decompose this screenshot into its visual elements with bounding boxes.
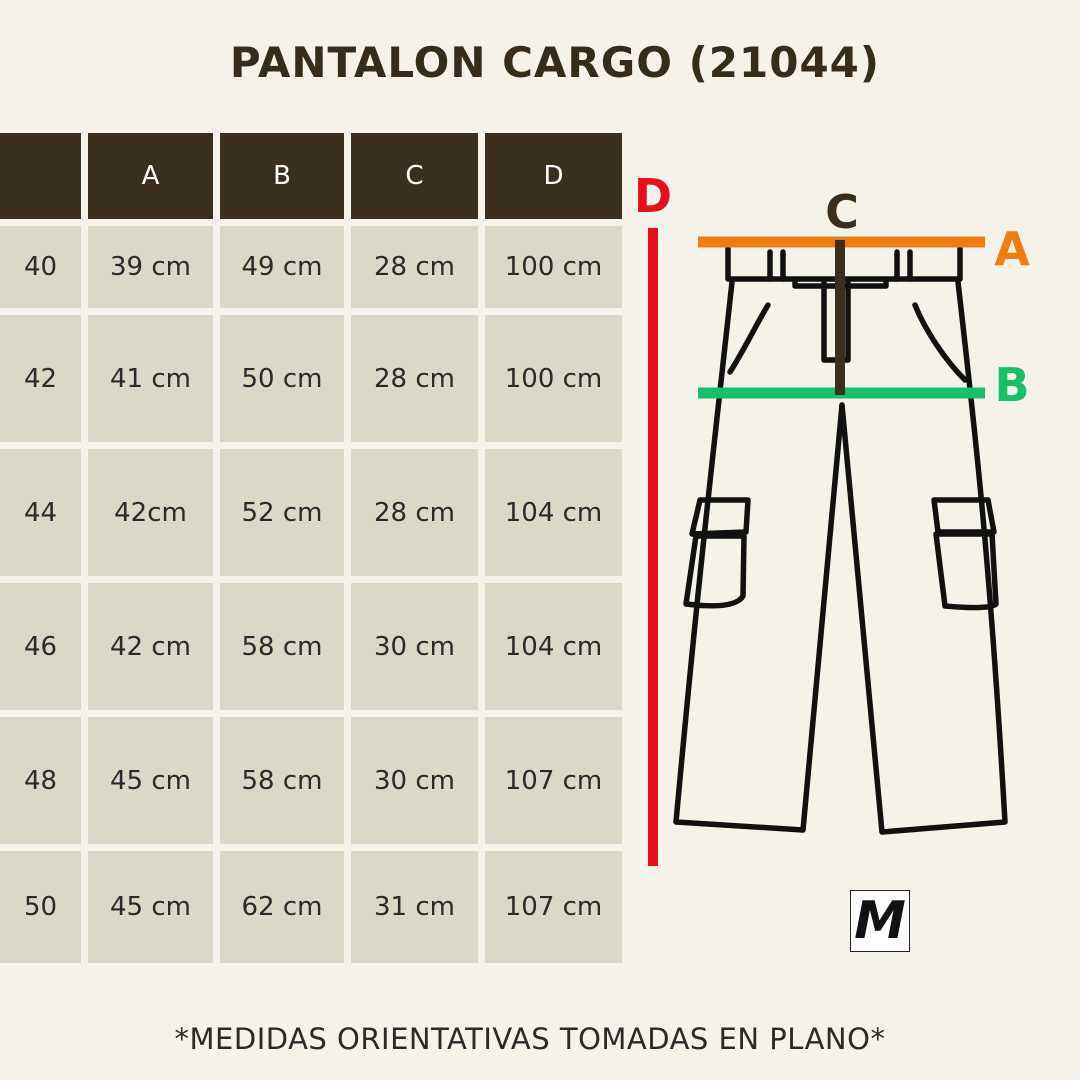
measure-a-label: A <box>994 222 1030 276</box>
measure-c-label: C <box>825 185 859 239</box>
table-cell: 42 cm <box>88 583 213 710</box>
table-cell: 30 cm <box>351 717 478 844</box>
measure-d-label: D <box>634 169 672 223</box>
table-cell-size: 42 <box>0 315 81 442</box>
footer-note: *MEDIDAS ORIENTATIVAS TOMADAS EN PLANO* <box>174 1022 886 1056</box>
table-cell: 107 cm <box>485 851 622 963</box>
table-cell: 31 cm <box>351 851 478 963</box>
table-cell: 28 cm <box>351 226 478 308</box>
table-cell: 100 cm <box>485 226 622 308</box>
table-header-cell <box>0 133 81 219</box>
table-cell-size: 46 <box>0 583 81 710</box>
table-header-cell: D <box>485 133 622 219</box>
table-cell: 58 cm <box>220 717 344 844</box>
table-cell: 45 cm <box>88 851 213 963</box>
table-cell: 104 cm <box>485 449 622 576</box>
table-header-cell: B <box>220 133 344 219</box>
table-cell: 45 cm <box>88 717 213 844</box>
table-cell: 107 cm <box>485 717 622 844</box>
table-cell: 39 cm <box>88 226 213 308</box>
pants-icon <box>673 246 1008 835</box>
table-cell: 58 cm <box>220 583 344 710</box>
table-cell-size: 48 <box>0 717 81 844</box>
table-cell: 49 cm <box>220 226 344 308</box>
brand-logo: M <box>850 890 910 952</box>
table-header-cell: A <box>88 133 213 219</box>
table-header-cell: C <box>351 133 478 219</box>
measure-b-label: B <box>994 358 1029 412</box>
table-cell-size: 40 <box>0 226 81 308</box>
table-cell: 100 cm <box>485 315 622 442</box>
table-cell: 30 cm <box>351 583 478 710</box>
page-title: PANTALON CARGO (21044) <box>229 38 881 87</box>
table-cell-size: 50 <box>0 851 81 963</box>
table-cell: 41 cm <box>88 315 213 442</box>
table-cell: 52 cm <box>220 449 344 576</box>
table-cell: 62 cm <box>220 851 344 963</box>
table-cell: 28 cm <box>351 449 478 576</box>
table-cell: 104 cm <box>485 583 622 710</box>
table-cell: 42cm <box>88 449 213 576</box>
table-cell: 50 cm <box>220 315 344 442</box>
table-cell: 28 cm <box>351 315 478 442</box>
table-cell-size: 44 <box>0 449 81 576</box>
